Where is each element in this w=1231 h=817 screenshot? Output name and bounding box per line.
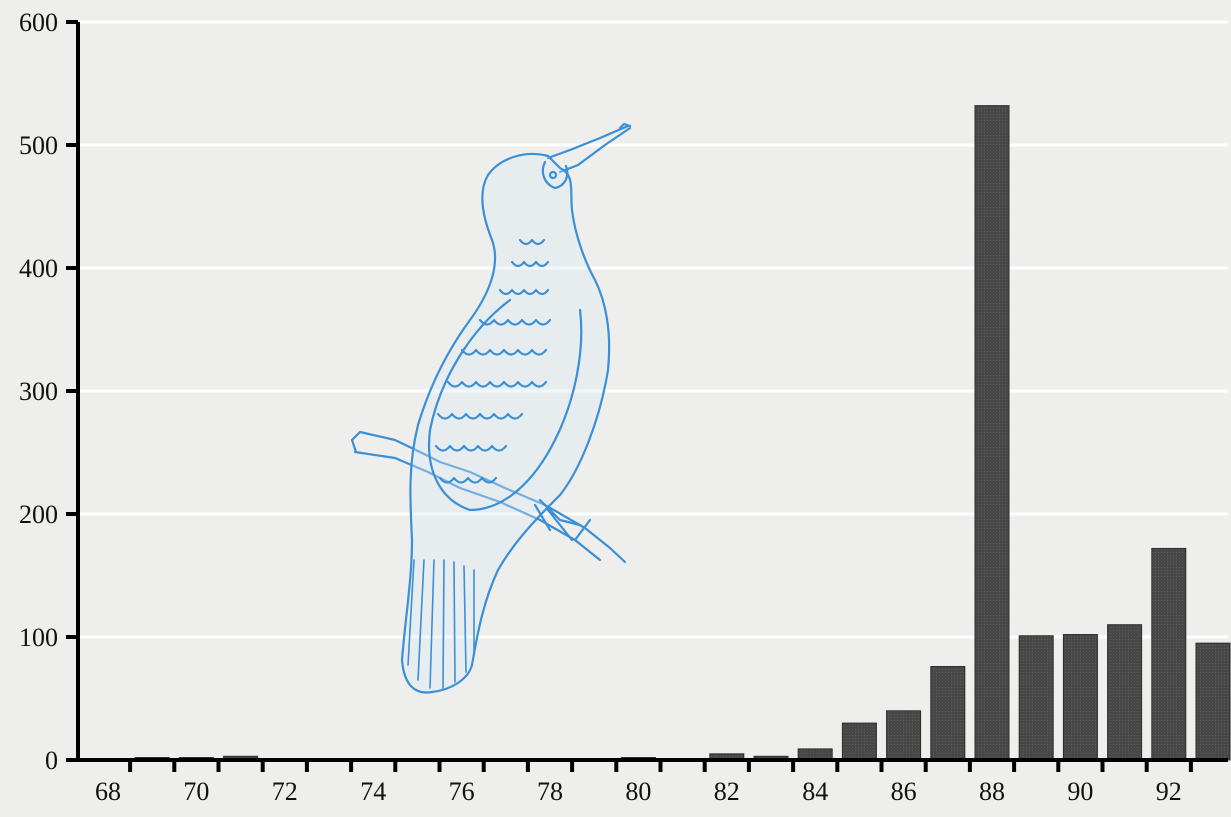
bars [90, 105, 1231, 761]
x-tick-label-70: 70 [183, 777, 209, 806]
x-tick-label-88: 88 [979, 777, 1005, 806]
x-tick-label-78: 78 [537, 777, 563, 806]
x-tick-label-80: 80 [625, 777, 651, 806]
y-tick-label-600: 600 [19, 8, 58, 37]
cormorant-illustration [350, 122, 632, 694]
axes: 0 100 200 300 400 500 600 68 70 72 74 76 78 80 82 84 86 8… [19, 8, 1228, 806]
x-tick-label-92: 92 [1156, 777, 1182, 806]
bar-87 [930, 666, 966, 761]
y-tick-label-300: 300 [19, 377, 58, 406]
bar-91 [1107, 624, 1143, 761]
y-tick-label-100: 100 [19, 623, 58, 652]
bar-92 [1151, 547, 1187, 761]
y-tick-label-0: 0 [45, 746, 58, 775]
y-tick-label-500: 500 [19, 131, 58, 160]
x-tick-label-74: 74 [360, 777, 386, 806]
y-tick-label-200: 200 [19, 500, 58, 529]
y-tick-label-400: 400 [19, 254, 58, 283]
bar-88 [974, 105, 1010, 761]
gridlines [78, 20, 1228, 639]
bar-90 [1062, 634, 1098, 761]
bar-85 [841, 722, 877, 761]
x-tick-label-84: 84 [802, 777, 828, 806]
x-tick-label-86: 86 [891, 777, 917, 806]
bar-89 [1018, 635, 1054, 761]
bar-93 [1195, 642, 1231, 761]
x-tick-label-82: 82 [714, 777, 740, 806]
x-tick-label-72: 72 [272, 777, 298, 806]
bar-86 [886, 710, 922, 761]
x-tick-label-76: 76 [449, 777, 475, 806]
x-tick-label-68: 68 [95, 777, 121, 806]
x-tick-label-90: 90 [1067, 777, 1093, 806]
